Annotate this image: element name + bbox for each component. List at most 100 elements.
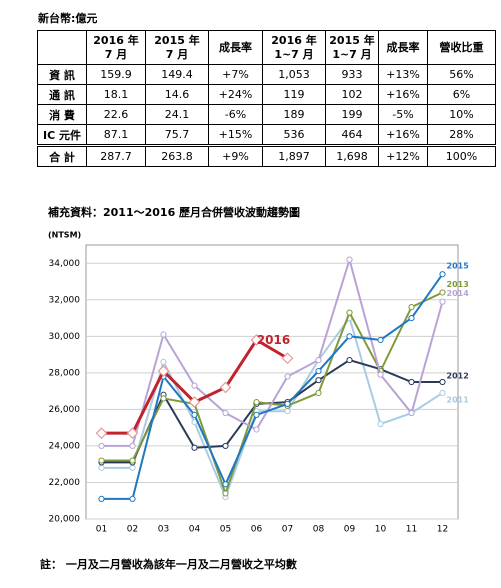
x-tick-label: 08 xyxy=(313,525,325,535)
x-tick-label: 10 xyxy=(375,525,387,535)
table-cell: 1,698 xyxy=(325,144,379,167)
table-cell: 1,053 xyxy=(262,64,326,85)
table-cell: +7% xyxy=(208,64,263,85)
point-marker xyxy=(377,336,384,344)
header-line: 7 月 xyxy=(165,47,189,61)
point-marker xyxy=(315,389,322,397)
table-cell: 87.1 xyxy=(86,124,146,146)
point-marker xyxy=(98,495,105,503)
x-tick-label: 05 xyxy=(220,525,231,535)
column-header: 2015 年 1~7 月 xyxy=(325,30,379,65)
table-cell: 199 xyxy=(325,104,379,125)
point-marker xyxy=(219,381,232,394)
header-line: 2015 年 xyxy=(329,33,375,47)
table-cell: +9% xyxy=(208,144,263,167)
plot-frame xyxy=(85,244,459,520)
table-cell: 263.8 xyxy=(145,144,209,167)
point-marker xyxy=(98,457,105,464)
point-marker xyxy=(408,409,415,417)
point-marker xyxy=(129,457,136,464)
point-marker xyxy=(284,408,291,415)
header-line: 2016 年 xyxy=(93,33,139,47)
point-marker xyxy=(160,331,167,338)
table-row: 資 訊 159.9 149.4 +7% 1,053 933 +13% 56% xyxy=(37,64,496,85)
point-marker xyxy=(191,382,198,389)
y-tick-label: 26,000 xyxy=(49,405,81,415)
point-marker xyxy=(126,427,139,439)
y-tick-label: 24,000 xyxy=(49,441,81,451)
table-cell: 149.4 xyxy=(145,64,209,85)
x-tick-label: 07 xyxy=(282,525,293,535)
series-line xyxy=(101,273,444,500)
row-label: 資 訊 xyxy=(37,64,87,85)
x-tick-label: 04 xyxy=(189,525,201,535)
table-cell: 536 xyxy=(262,124,326,146)
table-cell: 933 xyxy=(325,64,379,85)
point-marker xyxy=(129,464,136,471)
table-row: 消 費 22.6 24.1 -6% 189 199 -5% 10% xyxy=(37,104,496,125)
point-marker xyxy=(129,442,136,450)
series-label: 2011 xyxy=(447,395,470,404)
point-marker xyxy=(408,314,415,322)
table-cell: +13% xyxy=(378,64,428,85)
table-cell: 18.1 xyxy=(86,84,146,105)
table-cell: -6% xyxy=(208,104,263,125)
point-marker xyxy=(439,289,446,296)
point-marker xyxy=(377,371,384,378)
table-cell: 189 xyxy=(262,104,326,125)
table-cell: 56% xyxy=(427,64,496,85)
y-tick-label: 28,000 xyxy=(49,368,81,378)
table-cell: -5% xyxy=(378,104,428,125)
point-marker xyxy=(98,442,105,450)
point-marker xyxy=(157,365,170,377)
point-marker xyxy=(408,304,415,311)
point-marker xyxy=(284,400,291,408)
table-cell: 102 xyxy=(325,84,379,105)
column-header: 成長率 xyxy=(208,30,263,65)
point-marker xyxy=(160,395,167,402)
header-line: 2016 年 xyxy=(271,33,317,47)
header-line: 1~7 月 xyxy=(332,47,372,61)
table-cell: 10% xyxy=(427,104,496,125)
point-marker xyxy=(222,490,229,497)
table-cell: 159.9 xyxy=(86,64,146,85)
corner-cell xyxy=(37,30,87,65)
table-cell: 100% xyxy=(427,144,496,167)
point-marker xyxy=(95,427,108,439)
point-marker xyxy=(439,271,446,278)
x-tick-label: 02 xyxy=(127,525,138,535)
column-header: 成長率 xyxy=(378,30,428,65)
x-tick-label: 03 xyxy=(158,525,169,535)
point-marker xyxy=(281,352,294,365)
table-row: 合 計 287.7 263.8 +9% 1,897 1,698 +12% 100% xyxy=(37,144,496,167)
series-label: 2012 xyxy=(447,372,469,381)
table-cell: 1,897 xyxy=(262,144,326,167)
point-marker xyxy=(346,256,353,263)
x-tick-label: 06 xyxy=(251,525,263,535)
table-cell: 22.6 xyxy=(86,104,146,125)
series-line xyxy=(101,256,444,447)
unit-note: 新台幣:億元 xyxy=(38,12,98,25)
column-header: 2016 年 1~7 月 xyxy=(262,30,326,65)
y-tick-label: 32,000 xyxy=(49,295,81,305)
point-marker xyxy=(346,309,353,316)
point-marker xyxy=(129,495,136,503)
header-line: 2015 年 xyxy=(154,33,200,47)
x-tick-label: 11 xyxy=(406,525,417,535)
point-marker xyxy=(253,411,260,418)
table-cell: +12% xyxy=(378,144,428,167)
row-label: 合 計 xyxy=(37,144,87,167)
table-cell: +16% xyxy=(378,124,428,146)
table-cell: +15% xyxy=(208,124,263,146)
y-tick-label: 22,000 xyxy=(49,478,81,488)
point-marker xyxy=(346,356,353,364)
series-label: 2014 xyxy=(447,289,470,298)
table-cell: 24.1 xyxy=(145,104,209,125)
table-cell: 464 xyxy=(325,124,379,146)
chart-title: 補充資料：2011～2016 歷月合併營收波動趨勢圖 xyxy=(47,205,300,219)
header-line: 7 月 xyxy=(104,47,128,61)
point-marker xyxy=(98,464,105,471)
point-marker xyxy=(346,333,353,340)
point-marker xyxy=(222,442,229,450)
